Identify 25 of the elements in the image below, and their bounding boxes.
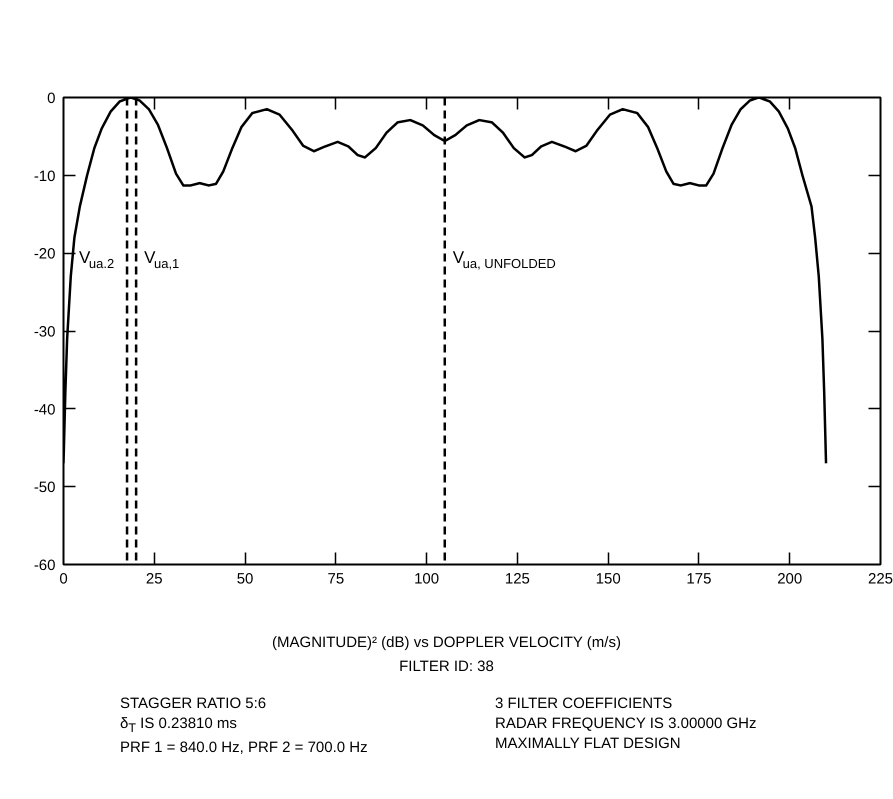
y-tick-label: -40 [34,401,56,418]
x-tick-label: 150 [596,570,621,588]
y-tick-label: -20 [34,246,56,263]
x-tick-label: 75 [327,570,344,588]
y-tick-label: -10 [34,168,56,185]
x-tick-label: 200 [777,570,802,588]
text: FILTER ID: 38 [398,657,495,677]
x-tick-label: 100 [414,570,440,588]
y-tick-label: 0 [47,90,56,107]
x-tick-label: 175 [686,570,712,588]
x-axis-title: (MAGNITUDE)² (dB) vs DOPPLER VELOCITY (m/s) [271,633,622,653]
y-tick-label: -50 [34,479,56,496]
text: MAXIMALLY FLAT DESIGN [495,735,681,752]
text: 3 FILTER COEFFICIENTS [495,695,672,712]
x-tick-label: 50 [236,570,254,588]
x-tick-label: 125 [504,570,530,588]
x-tick-label: 25 [146,570,163,588]
text: RADAR FREQUENCY IS 3.00000 GHz [495,715,756,732]
text: PRF 1 = 840.0 Hz, PRF 2 = 700.0 Hz [120,739,368,756]
x-tick-label: 225 [868,570,893,588]
y-tick-label: -30 [34,324,56,340]
x-tick-label: 0 [59,570,68,588]
text: STAGGER RATIO 5:6 [120,695,266,712]
y-tick-label: -60 [34,557,56,574]
text: δ$_{T}$ IS 0.23810 ms [120,715,237,735]
